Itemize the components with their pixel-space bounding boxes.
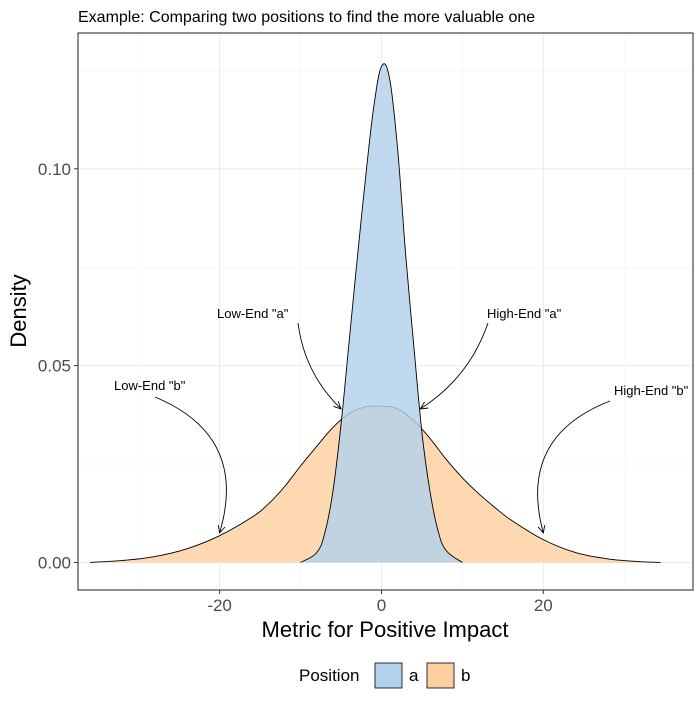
legend-key-b <box>426 662 455 689</box>
annotation-arrow <box>297 322 342 410</box>
annotation-low-end-b: Low-End "b" <box>114 378 186 393</box>
x-tick-label: 0 <box>377 596 386 615</box>
y-tick-label: 0.05 <box>38 357 71 376</box>
legend-key-a <box>374 662 403 689</box>
x-tick-label: 20 <box>534 596 553 615</box>
annotation-arrowhead <box>333 401 342 410</box>
annotation-high-end-a: High-End "a" <box>487 306 562 321</box>
annotation-low-end-a: Low-End "a" <box>217 306 289 321</box>
density-area-a <box>300 63 463 563</box>
legend: Position a b <box>299 662 470 689</box>
legend-label-b: b <box>461 666 470 685</box>
chart-title: Example: Comparing two positions to find… <box>78 9 535 26</box>
legend-title: Position <box>299 666 359 685</box>
annotation-arrowhead <box>419 401 429 410</box>
x-axis-title: Metric for Positive Impact <box>262 617 509 642</box>
annotation-arrow <box>154 396 227 534</box>
annotation-high-end-b: High-End "b" <box>614 383 689 398</box>
y-axis-title: Density <box>6 274 31 347</box>
annotation-arrow <box>420 322 489 410</box>
y-tick-label: 0.10 <box>38 160 71 179</box>
annotation-arrowhead <box>537 525 546 534</box>
y-tick-label: 0.00 <box>38 553 71 572</box>
x-tick-label: -20 <box>207 596 232 615</box>
density-line-a <box>300 63 463 563</box>
density-areas <box>90 63 661 563</box>
legend-label-a: a <box>409 666 419 685</box>
annotation-arrowhead <box>217 524 226 534</box>
annotations: Low-End "b" Low-End "a" High-End "a" Hig… <box>114 306 689 534</box>
annotation-arrow <box>537 400 611 534</box>
axis-ticks: -20 0 20 0.00 0.05 0.10 <box>38 160 553 615</box>
panel-border <box>77 32 694 591</box>
